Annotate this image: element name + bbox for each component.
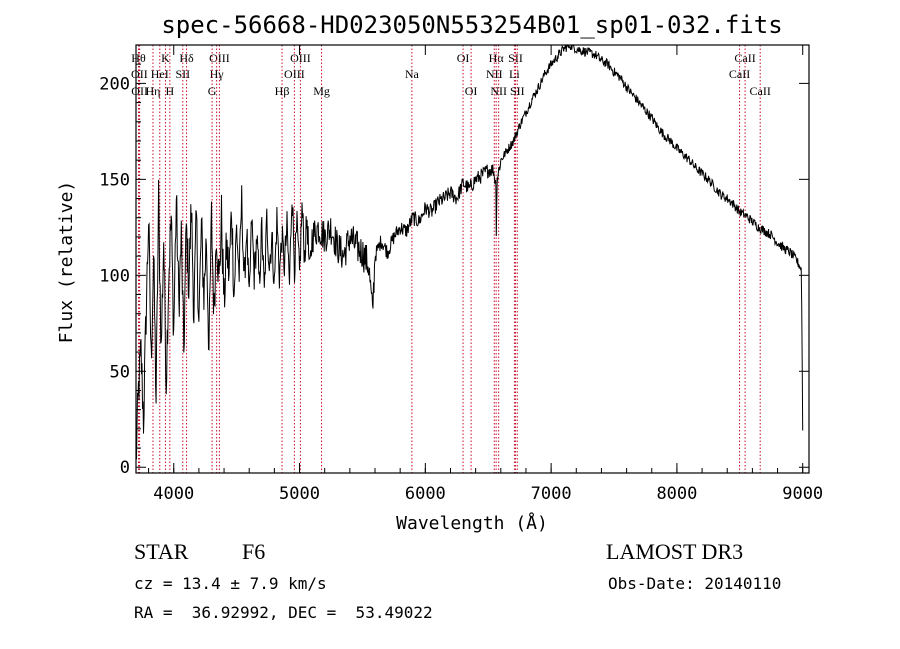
- line-label: H: [166, 84, 175, 98]
- object-type: STAR: [134, 539, 189, 564]
- x-axis: 4000 5000 6000 7000 8000 9000: [148, 45, 823, 504]
- line-label: OIII: [209, 51, 230, 65]
- line-label: Hθ: [131, 51, 146, 65]
- line-label: CaII: [734, 51, 755, 65]
- y-tick-label: 200: [99, 74, 130, 94]
- y-tick-label: 100: [99, 266, 130, 286]
- plot-frame: [135, 44, 810, 474]
- coordinates: RA = 36.92992, DEC = 53.49022: [134, 603, 433, 622]
- line-label: OIII: [284, 67, 305, 81]
- x-tick-label: 7000: [531, 484, 572, 504]
- line-label: NII: [490, 84, 507, 98]
- line-label: Mg: [313, 84, 330, 98]
- y-axis-label: Flux (relative): [56, 181, 77, 344]
- line-label: SII: [510, 84, 525, 98]
- line-label: Hδ: [179, 51, 194, 65]
- line-label: CaII: [729, 67, 750, 81]
- x-tick-label: 5000: [279, 484, 320, 504]
- line-label: OIII: [290, 51, 311, 65]
- line-label: OI: [465, 84, 478, 98]
- y-tick-label: 0: [120, 458, 130, 478]
- line-label: Hγ: [210, 67, 225, 81]
- line-label: SII: [508, 51, 523, 65]
- line-label: Li: [509, 67, 520, 81]
- x-axis-label: Wavelength (Å): [396, 512, 548, 534]
- line-label: Hη: [146, 84, 161, 98]
- line-label: HeI: [151, 67, 169, 81]
- line-label: SII: [175, 67, 190, 81]
- obs-date: Obs-Date: 20140110: [608, 574, 782, 593]
- x-tick-label: 6000: [405, 484, 446, 504]
- survey-name: LAMOST DR3: [606, 539, 744, 564]
- line-label: Hβ: [275, 84, 290, 98]
- spectrum-line: [135, 44, 804, 460]
- line-label: Hα: [489, 51, 505, 65]
- subclass: F6: [242, 539, 266, 564]
- line-label: K: [161, 51, 170, 65]
- y-tick-label: 50: [110, 362, 130, 382]
- line-label: Na: [405, 67, 420, 81]
- x-tick-label: 8000: [656, 484, 697, 504]
- chart-title: spec-56668-HD023050N553254B01_sp01-032.f…: [161, 11, 782, 39]
- line-label: NII: [486, 67, 503, 81]
- x-tick-label: 4000: [153, 484, 194, 504]
- y-tick-label: 150: [99, 170, 130, 190]
- line-label: CaII: [750, 84, 771, 98]
- line-label: G: [208, 84, 217, 98]
- y-axis: 0 50 100 150 200: [99, 63, 809, 478]
- spectrum-series: [135, 44, 804, 460]
- redshift-text: cz = 13.4 ± 7.9 km/s: [134, 574, 327, 593]
- line-label: OI: [457, 51, 470, 65]
- x-tick-label: 9000: [782, 484, 823, 504]
